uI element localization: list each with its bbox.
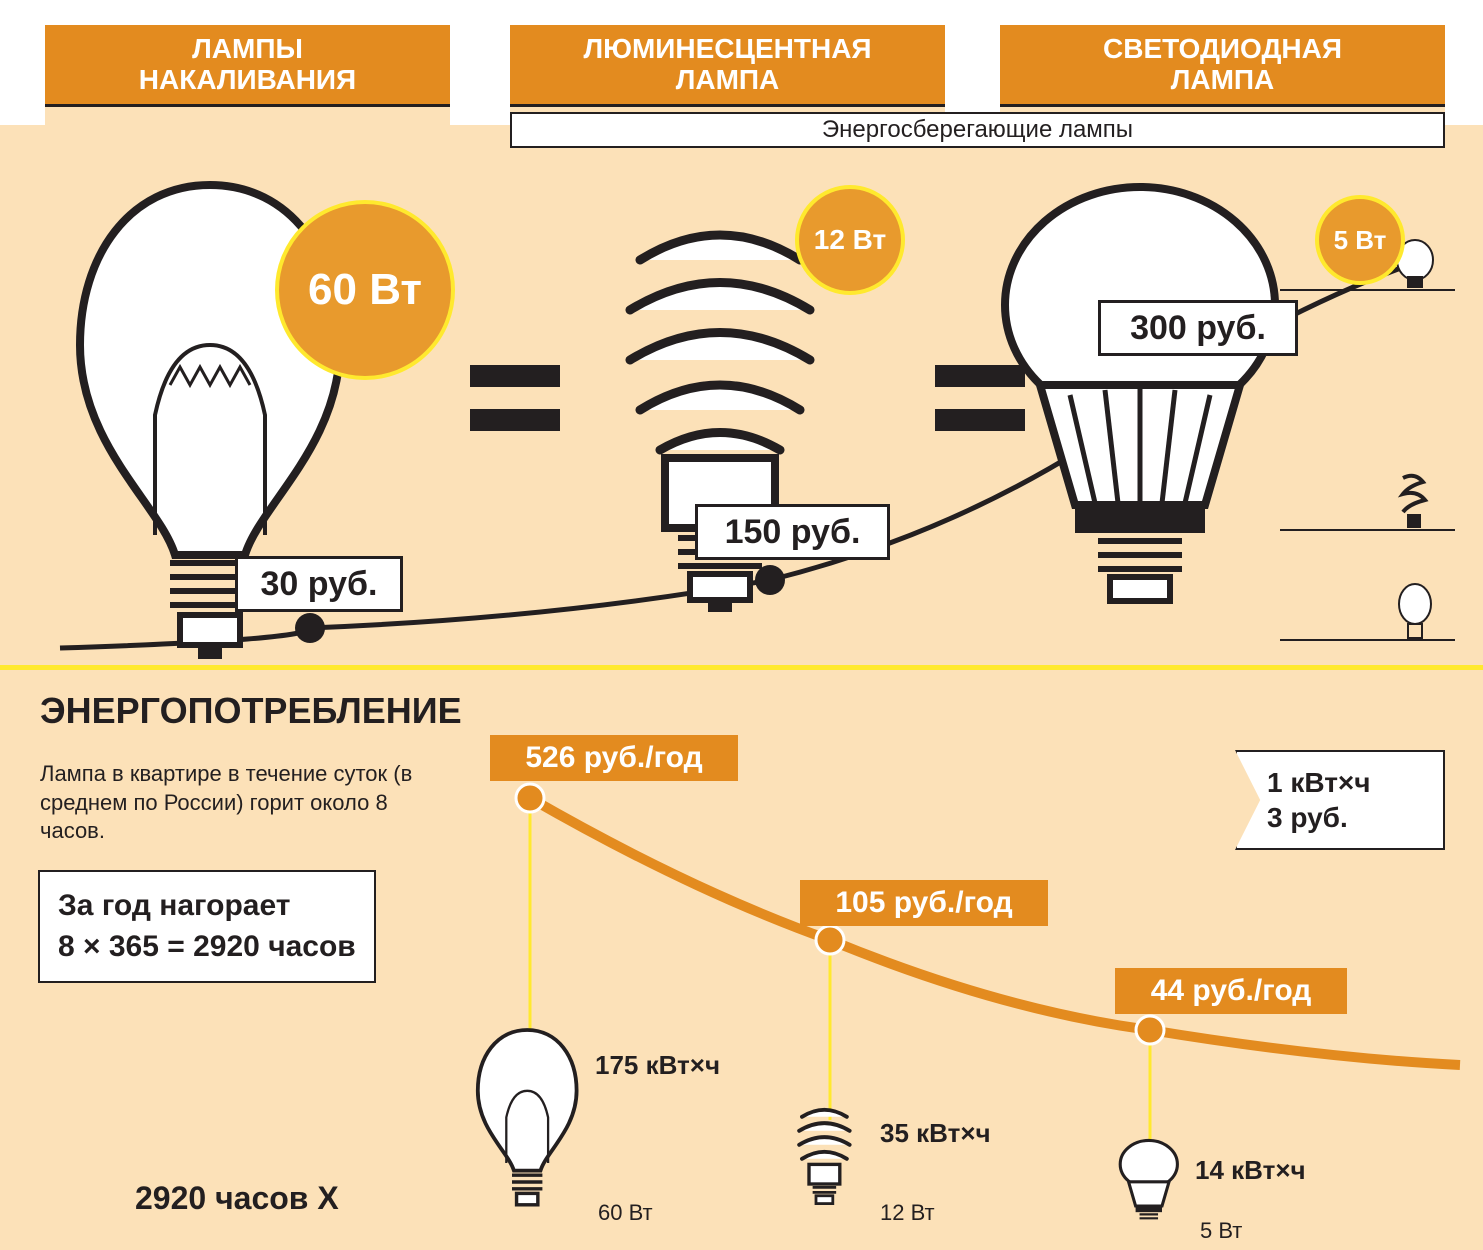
section-divider: [0, 665, 1483, 670]
equals-icon: [470, 365, 560, 453]
cost-text: 105 руб./год: [835, 886, 1012, 920]
rate-flag: 1 кВт×ч 3 руб.: [1235, 750, 1445, 850]
watt-badge-5: 5 Вт: [1315, 195, 1405, 285]
tab-label: ЛАМПА: [676, 64, 780, 95]
price-text: 30 руб.: [261, 565, 378, 604]
price-dot-3: [1180, 353, 1210, 383]
kwh-3: 14 кВт×ч: [1195, 1155, 1306, 1186]
description-text: Лампа в квартире в течение суток (в сред…: [40, 760, 420, 846]
price-text: 150 руб.: [725, 513, 861, 552]
small-led-icon: [1120, 1140, 1177, 1218]
rate-line1: 1 кВт×ч: [1267, 767, 1371, 798]
watt-small-3: 5 Вт: [1200, 1218, 1242, 1244]
section-title: ЭНЕРГОПОТРЕБЛЕНИЕ: [40, 690, 462, 732]
small-cfl-icon: [799, 1110, 849, 1204]
tab-incandescent: ЛАМПЫНАКАЛИВАНИЯ: [45, 25, 450, 107]
tab-label: СВЕТОДИОДНАЯ: [1103, 33, 1342, 64]
energy-saving-label: Энергосберегающие лампы: [510, 112, 1445, 148]
kwh-1: 175 кВт×ч: [595, 1050, 720, 1081]
price-led: 300 руб.: [1098, 300, 1298, 356]
tab-label: ЛАМПА: [1171, 64, 1275, 95]
rate-line2: 3 руб.: [1267, 802, 1348, 833]
tab-label: НАКАЛИВАНИЯ: [139, 64, 356, 95]
cost-text: 526 руб./год: [525, 741, 702, 775]
cost-text: 44 руб./год: [1151, 974, 1312, 1008]
price-dot-1: [295, 613, 325, 643]
tab-fluorescent: ЛЮМИНЕСЦЕНТНАЯЛАМПА: [510, 25, 945, 107]
watt-small-1: 60 Вт: [598, 1200, 653, 1226]
kwh-2: 35 кВт×ч: [880, 1118, 991, 1149]
watt-text: 12 Вт: [814, 224, 887, 256]
price-cfl: 150 руб.: [695, 504, 890, 560]
cost-year-3: 44 руб./год: [1115, 968, 1347, 1014]
watt-small-2: 12 Вт: [880, 1200, 935, 1226]
cost-dot-3: [1136, 1016, 1164, 1044]
mini-cfl-icon: [1403, 476, 1425, 528]
tab-label: ЛАМПЫ: [192, 33, 303, 64]
price-dot-2: [755, 565, 785, 595]
energy-saving-text: Энергосберегающие лампы: [822, 116, 1133, 144]
equals-icon: [935, 365, 1025, 453]
hours-multiply: 2920 часов X: [135, 1180, 339, 1217]
calc-text: За год нагорает8 × 365 = 2920 часов: [58, 889, 356, 963]
small-incandescent-icon: [478, 1030, 577, 1205]
watt-badge-12: 12 Вт: [795, 185, 905, 295]
watt-badge-60: 60 Вт: [275, 200, 455, 380]
cost-year-2: 105 руб./год: [800, 880, 1048, 926]
cost-year-1: 526 руб./год: [490, 735, 738, 781]
cost-dot-2: [816, 926, 844, 954]
led-lamp-icon: [1005, 187, 1275, 601]
price-text: 300 руб.: [1130, 309, 1266, 348]
watt-text: 5 Вт: [1334, 225, 1387, 256]
lamp-infographic: ЛАМПЫНАКАЛИВАНИЯ ЛЮМИНЕСЦЕНТНАЯЛАМПА СВЕ…: [0, 0, 1483, 1250]
calc-box: За год нагорает8 × 365 = 2920 часов: [38, 870, 376, 983]
tab-led: СВЕТОДИОДНАЯЛАМПА: [1000, 25, 1445, 107]
tab-label: ЛЮМИНЕСЦЕНТНАЯ: [583, 33, 871, 64]
graphics-layer: [0, 0, 1483, 1250]
cost-dot-1: [516, 784, 544, 812]
watt-text: 60 Вт: [308, 265, 422, 315]
price-incandescent: 30 руб.: [235, 556, 403, 612]
mini-bulb-icon: [1399, 584, 1431, 638]
